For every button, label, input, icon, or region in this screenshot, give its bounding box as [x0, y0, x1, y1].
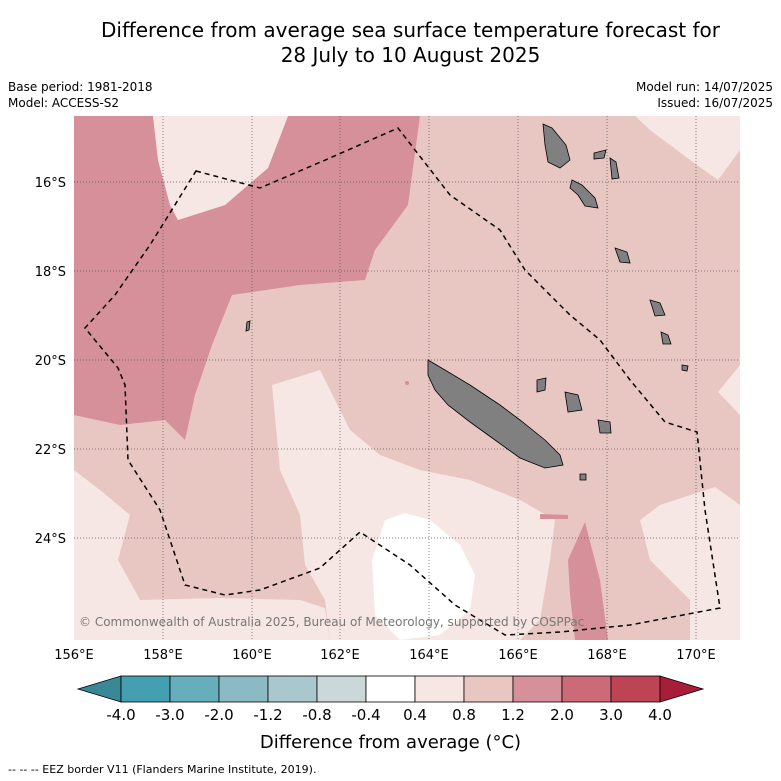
map-title: Difference from average sea surface temp…	[40, 18, 781, 68]
lat-tick-22: 22°S	[35, 443, 66, 458]
eez-legend-footer: -- -- -- EEZ border V11 (Flanders Marine…	[8, 763, 317, 776]
lat-tick-18: 18°S	[35, 265, 66, 280]
anomaly-high-west	[74, 116, 420, 440]
lat-tick-labels: 16°S 18°S 20°S 22°S 24°S	[35, 176, 66, 547]
loyalty-island-mare	[597, 419, 612, 434]
issued-date: Issued: 16/07/2025	[657, 96, 773, 110]
colorbar: -4.0 -3.0 -2.0 -1.2 -0.8 -0.4 0.4 0.8 1.2 2.0 3.0 4…	[76, 675, 705, 724]
model-run: Model run: 14/07/2025	[635, 80, 773, 94]
title-line-2: 28 July to 10 August 2025	[280, 43, 541, 67]
colorbar-segment	[561, 675, 612, 703]
small-reefs	[405, 381, 409, 385]
colorbar-segment	[120, 675, 171, 703]
colorbar-segment	[463, 675, 514, 703]
lon-tick-156: 156°E	[54, 648, 94, 663]
anomaly-field	[74, 116, 740, 640]
anomaly-low-north	[153, 116, 288, 220]
model-name: Model: ACCESS-S2	[8, 96, 120, 110]
lon-tick-labels: 156°E 158°E 160°E 162°E 164°E 166°E 168°…	[54, 648, 716, 663]
colorbar-tick-label: 2.0	[550, 706, 574, 724]
graticule	[74, 116, 740, 640]
vanuatu-island-aneityum	[660, 331, 672, 345]
vanuatu-island-erromango	[681, 364, 689, 372]
eez-border	[84, 127, 721, 636]
colorbar-tick-label: -1.2	[253, 706, 282, 724]
colorbar-extend-high	[659, 675, 705, 703]
colorbar-segment	[365, 675, 416, 703]
vanuatu-island-pentecost	[609, 157, 620, 180]
copyright-text: © Commonwealth of Australia 2025, Bureau…	[79, 615, 584, 629]
anomaly-low-southeast	[640, 487, 740, 640]
meta-right: Model run: 14/07/2025 Issued: 16/07/2025	[636, 79, 773, 111]
vanuatu-island-tanna	[649, 299, 666, 317]
new-caledonia-island	[427, 359, 564, 469]
lon-tick-160: 160°E	[232, 648, 272, 663]
colorbar-tick-label: 1.2	[501, 706, 525, 724]
lat-tick-16: 16°S	[35, 176, 66, 191]
anomaly-low-east	[718, 365, 740, 415]
colorbar-tick-label: 0.8	[452, 706, 476, 724]
loyalty-island-ouvea	[536, 377, 547, 393]
vanuatu-island-espiritu-santo	[542, 123, 571, 169]
lon-tick-170: 170°E	[676, 648, 716, 663]
colorbar-tick-label: 4.0	[648, 706, 672, 724]
anomaly-high-south	[568, 522, 608, 640]
colorbar-tick-label: 0.4	[403, 706, 427, 724]
lat-tick-24: 24°S	[35, 532, 66, 547]
islands	[245, 123, 689, 481]
colorbar-tick-label: -3.0	[155, 706, 184, 724]
lon-tick-162: 162°E	[320, 648, 360, 663]
title-line-1: Difference from average sea surface temp…	[100, 18, 720, 42]
colorbar-tick-label: 3.0	[599, 706, 623, 724]
anomaly-low-northeast	[635, 116, 740, 180]
loyalty-island-lifou	[564, 391, 583, 413]
colorbar-extend-low	[76, 675, 122, 703]
colorbar-tick-label: -4.0	[106, 706, 135, 724]
colorbar-title: Difference from average (°C)	[259, 732, 522, 753]
vanuatu-island-efate	[614, 247, 631, 264]
vanuatu-island-ambae	[593, 149, 607, 160]
vanuatu-island-malekula	[569, 179, 599, 209]
colorbar-tick-label: -0.8	[302, 706, 331, 724]
colorbar-tick-label: -2.0	[204, 706, 233, 724]
colorbar-segment	[414, 675, 465, 703]
isle-of-pines	[579, 473, 587, 481]
lon-tick-168: 168°E	[587, 648, 627, 663]
base-period: Base period: 1981-2018	[8, 80, 153, 94]
anomaly-low-central	[272, 370, 555, 640]
lon-tick-166: 166°E	[498, 648, 538, 663]
anomaly-low-southwest	[74, 470, 330, 640]
colorbar-segment	[316, 675, 367, 703]
lon-tick-158: 158°E	[143, 648, 183, 663]
anomaly-high-streak	[540, 514, 568, 519]
colorbar-tick-label: -0.4	[351, 706, 380, 724]
colorbar-segment	[610, 675, 661, 703]
colorbar-segment	[218, 675, 269, 703]
colorbar-segment	[267, 675, 318, 703]
colorbar-segment	[169, 675, 220, 703]
lat-tick-20: 20°S	[35, 354, 66, 369]
lon-tick-164: 164°E	[409, 648, 449, 663]
colorbar-segment	[512, 675, 563, 703]
meta-left: Base period: 1981-2018 Model: ACCESS-S2	[8, 79, 153, 111]
chesterfield-islet	[245, 320, 251, 332]
